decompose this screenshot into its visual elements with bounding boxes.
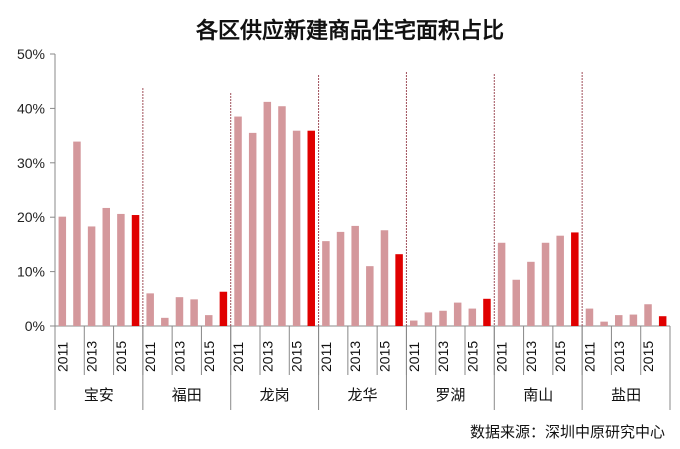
group-label: 龙岗 [260,386,290,404]
y-tick-label: 50% [17,46,45,62]
bar-南山-2016 [571,232,579,326]
bar-盐田-2013 [615,315,623,326]
year-label: 2015 [552,341,568,372]
year-label: 2011 [142,342,158,372]
bar-宝安-2011 [58,216,67,326]
bar-宝安-2015 [117,213,125,326]
year-label: 2015 [289,341,305,372]
year-label: 2011 [230,342,246,372]
bar-罗湖-2012 [424,312,433,326]
bar-盐田-2015 [644,304,652,326]
bar-罗湖-2014 [453,302,462,326]
bar-盐田-2016 [658,316,667,326]
y-tick-label: 40% [17,100,45,116]
bar-南山-2014 [541,242,550,326]
bar-南山-2012 [512,279,520,326]
bar-龙岗-2015 [292,130,301,326]
y-tick-label: 30% [17,155,45,171]
year-label: 2013 [435,341,451,372]
bar-福田-2016 [219,291,228,326]
bar-龙华-2011 [322,241,330,326]
bar-罗湖-2016 [483,298,491,326]
group-label: 福田 [172,386,202,404]
bar-龙华-2013 [351,225,359,326]
bar-福田-2012 [161,317,169,326]
category-labels: 2011 2013 2015 宝安 2011 2013 2015 福田 2011 2013 2015… [54,326,671,410]
bar-南山-2015 [556,235,564,326]
bar-宝安-2013 [87,226,96,326]
y-tick-label: 20% [17,209,45,225]
year-label: 2013 [171,341,187,372]
group-label: 罗湖 [435,386,465,404]
bar-龙华-2012 [336,231,345,326]
bar-龙华-2016 [395,254,403,326]
bar-南山-2011 [497,242,506,326]
bar-龙岗-2016 [307,130,315,326]
bar-罗湖-2011 [410,320,418,326]
bar-南山-2013 [527,261,535,326]
bar-龙华-2014 [366,266,374,326]
bar-宝安-2014 [102,207,110,326]
bar-龙岗-2011 [234,116,242,326]
year-label: 2013 [611,341,627,372]
source-note: 数据来源：深圳中原研究中心 [470,423,665,441]
bar-盐田-2012 [600,321,608,326]
year-label: 2011 [581,342,597,372]
year-label: 2015 [376,341,392,372]
year-label: 2013 [523,341,539,372]
year-label: 2011 [54,342,70,372]
group-label: 龙华 [347,386,377,404]
year-label: 2013 [84,341,100,372]
year-label: 2011 [494,342,510,372]
group-label: 宝安 [84,386,114,404]
year-label: 2015 [201,341,217,372]
year-label: 2013 [347,341,363,372]
bars [58,101,667,326]
bar-福田-2013 [175,297,184,326]
bar-罗湖-2013 [439,310,447,326]
chart-title: 各区供应新建商品住宅面积占比 [195,18,504,44]
group-label: 盐田 [611,386,641,404]
bar-罗湖-2015 [468,308,477,326]
bar-龙岗-2012 [248,132,257,326]
year-label: 2015 [640,341,656,372]
year-label: 2013 [259,341,275,372]
bar-龙华-2015 [380,230,389,326]
y-tick-label: 10% [17,264,45,280]
bar-龙岗-2014 [278,106,286,326]
bar-福田-2011 [146,293,154,326]
group-label: 南山 [523,386,553,404]
year-label: 2015 [464,341,480,372]
axes: 0% 10% 20% 30% 40% 50% [17,46,670,334]
year-label: 2011 [406,342,422,372]
year-label: 2011 [318,342,334,372]
bar-福田-2014 [190,299,198,326]
bar-盐田-2011 [585,308,594,326]
bar-宝安-2016 [131,215,140,326]
y-tick-label: 0% [25,318,45,334]
year-label: 2015 [113,341,129,372]
bar-宝安-2012 [73,141,81,326]
bar-盐田-2014 [629,314,638,326]
bar-福田-2015 [205,315,213,326]
bar-龙岗-2013 [263,101,272,326]
